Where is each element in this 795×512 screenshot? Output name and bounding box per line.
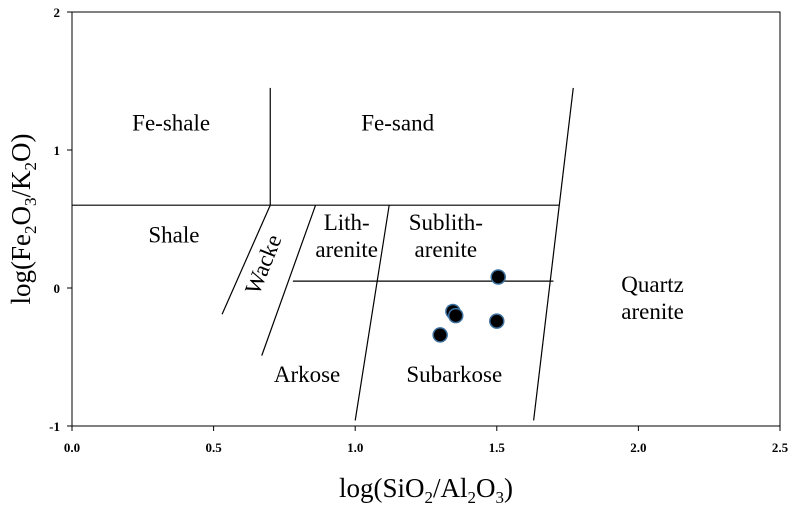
field-boundary-line <box>221 204 271 315</box>
x-tick-label: 1.0 <box>347 440 363 455</box>
x-tick-label: 0.0 <box>64 440 80 455</box>
field-label: Shale <box>148 222 199 247</box>
y-tick-label: -1 <box>49 419 60 434</box>
field-boundaries <box>72 87 574 421</box>
field-label: Quartz arenite <box>621 272 684 324</box>
field-label: Lith-arenite <box>315 210 378 262</box>
y-tick-label: 0 <box>54 281 61 296</box>
data-point <box>489 313 505 329</box>
data-point <box>447 307 464 324</box>
data-point <box>432 327 448 343</box>
y-tick-label: 2 <box>54 5 61 20</box>
field-labels: Fe-shale Fe-sand Shale Wacke Lith-arenite Sub… <box>132 111 684 387</box>
x-tick-label: 1.5 <box>489 440 506 455</box>
x-axis-title: log(SiO2/Al2O3) <box>339 473 513 507</box>
y-tick-label: 1 <box>54 143 61 158</box>
x-tick-label: 2.0 <box>630 440 646 455</box>
data-point <box>490 269 506 285</box>
field-boundary-line <box>354 205 390 421</box>
field-boundary-line <box>533 87 574 421</box>
field-boundary-line <box>261 204 317 356</box>
field-label: Fe-sand <box>361 111 434 136</box>
data-points <box>432 269 506 343</box>
plot-frame <box>71 11 781 427</box>
x-tick-label: 0.5 <box>205 440 222 455</box>
y-axis-title: log(Fe2O3/K2O) <box>6 134 40 305</box>
field-label: Wacke <box>240 231 286 298</box>
x-tick-label: 2.5 <box>772 440 789 455</box>
field-label: Subarkose <box>406 362 502 387</box>
field-label: Sublith-arenite <box>409 210 483 262</box>
y-axis-ticks: -1 0 1 2 <box>49 5 72 434</box>
x-axis-ticks: 0.0 0.5 1.0 1.5 2.0 2.5 <box>64 426 789 455</box>
field-label: Fe-shale <box>132 111 210 136</box>
field-label: Arkose <box>274 362 340 387</box>
